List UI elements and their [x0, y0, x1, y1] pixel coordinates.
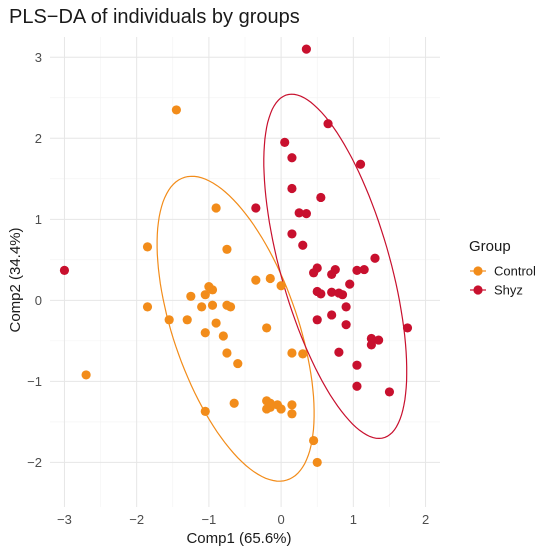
point-shyz — [59, 265, 70, 275]
legend: Group Control Shyz — [469, 238, 536, 298]
point-control — [211, 318, 221, 328]
point-shyz — [316, 192, 326, 203]
point-control — [171, 105, 181, 115]
legend-key-shyz — [473, 285, 483, 295]
point-shyz — [280, 137, 290, 147]
point-control — [164, 315, 174, 325]
x-tick-label: −2 — [129, 512, 144, 527]
grid-lines — [50, 37, 440, 507]
point-control — [229, 398, 239, 408]
point-shyz — [341, 320, 351, 330]
y-tick-label: 1 — [35, 212, 42, 227]
x-tick-label: 2 — [422, 512, 429, 527]
point-control — [262, 404, 272, 414]
x-tick-label: −1 — [201, 512, 216, 527]
point-shyz — [334, 288, 344, 298]
legend-label-shyz: Shyz — [494, 283, 523, 298]
point-control — [142, 242, 153, 252]
point-shyz — [352, 381, 362, 391]
confidence-ellipses — [156, 93, 408, 482]
point-control — [225, 302, 236, 312]
legend-title: Group — [469, 238, 511, 255]
point-control — [309, 435, 319, 446]
point-shyz — [301, 44, 311, 54]
point-shyz — [334, 347, 344, 357]
point-shyz — [374, 335, 384, 345]
point-shyz — [345, 279, 355, 289]
x-axis-ticks: −3 −2 −1 0 1 2 — [57, 512, 429, 527]
point-control — [142, 302, 153, 312]
point-shyz — [287, 183, 297, 194]
point-control — [211, 203, 221, 213]
ellipse-control — [156, 175, 315, 482]
point-shyz — [327, 269, 337, 280]
point-control — [298, 349, 308, 359]
y-axis-ticks: −2 −1 0 1 2 3 — [27, 50, 42, 470]
point-control — [287, 400, 297, 410]
legend-key-control — [473, 266, 483, 276]
point-shyz — [327, 310, 337, 320]
point-shyz — [294, 208, 304, 218]
point-shyz — [301, 209, 311, 219]
point-shyz — [366, 340, 376, 350]
point-control — [287, 348, 297, 358]
point-control — [197, 302, 207, 312]
point-control — [200, 406, 210, 416]
point-shyz — [359, 264, 369, 275]
point-control — [276, 281, 286, 291]
point-control — [200, 328, 210, 338]
chart-title: PLS−DA of individuals by groups — [9, 6, 300, 28]
point-control — [265, 273, 275, 284]
y-tick-label: 0 — [35, 293, 42, 308]
point-control — [81, 370, 91, 380]
y-tick-label: 3 — [35, 50, 42, 65]
y-tick-label: −2 — [27, 455, 42, 470]
point-shyz — [251, 203, 261, 213]
x-axis-title: Comp1 (65.6%) — [186, 530, 291, 547]
point-shyz — [287, 153, 297, 163]
point-shyz — [341, 302, 351, 312]
point-shyz — [352, 265, 362, 275]
point-control — [207, 300, 218, 310]
point-control — [276, 404, 286, 414]
point-control — [233, 358, 243, 369]
point-control — [207, 285, 218, 295]
legend-label-control: Control — [494, 264, 536, 279]
point-control — [200, 290, 210, 300]
point-control — [222, 348, 232, 358]
point-shyz — [402, 323, 413, 333]
point-shyz — [323, 119, 333, 129]
point-control — [182, 315, 192, 325]
x-tick-label: −3 — [57, 512, 72, 527]
point-shyz — [384, 387, 395, 397]
data-points — [59, 44, 413, 468]
point-shyz — [366, 333, 376, 344]
ellipse-shyz — [263, 93, 408, 440]
point-shyz — [316, 289, 326, 299]
y-tick-label: −1 — [27, 374, 42, 389]
point-shyz — [352, 360, 362, 370]
point-shyz — [312, 315, 322, 325]
y-axis-title: Comp2 (34.4%) — [7, 227, 24, 332]
point-control — [218, 331, 228, 341]
point-control — [262, 323, 272, 333]
point-control — [251, 275, 261, 285]
point-shyz — [298, 240, 308, 250]
point-shyz — [355, 159, 366, 169]
point-shyz — [309, 268, 319, 278]
point-control — [312, 457, 322, 468]
x-tick-label: 1 — [350, 512, 357, 527]
point-control — [186, 291, 196, 301]
y-tick-label: 2 — [35, 131, 42, 146]
point-shyz — [327, 287, 337, 297]
point-shyz — [370, 253, 380, 263]
point-shyz — [287, 229, 297, 239]
point-control — [222, 244, 232, 254]
x-tick-label: 0 — [277, 512, 284, 527]
point-control — [287, 409, 297, 419]
